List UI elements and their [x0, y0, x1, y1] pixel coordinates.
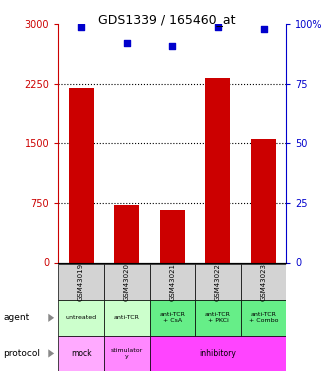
Point — [79, 24, 84, 30]
Bar — [195, 264, 241, 300]
Bar — [251, 139, 276, 262]
Text: mock: mock — [71, 349, 91, 358]
Bar — [104, 336, 150, 371]
Text: protocol: protocol — [3, 349, 40, 358]
Bar — [150, 336, 286, 371]
Bar — [150, 264, 195, 300]
Point — [261, 26, 266, 32]
Bar — [104, 264, 150, 300]
Text: anti-TCR
+ CsA: anti-TCR + CsA — [160, 312, 185, 323]
Text: untreated: untreated — [66, 315, 97, 320]
Bar — [58, 336, 104, 371]
Text: GSM43019: GSM43019 — [78, 263, 84, 301]
Text: inhibitory: inhibitory — [199, 349, 236, 358]
Text: anti-TCR
+ PKCi: anti-TCR + PKCi — [205, 312, 231, 323]
Text: anti-TCR
+ Combo: anti-TCR + Combo — [249, 312, 278, 323]
Text: GSM43022: GSM43022 — [215, 263, 221, 301]
Bar — [205, 78, 230, 262]
Bar — [58, 264, 104, 300]
Point — [215, 24, 221, 30]
Text: agent: agent — [3, 314, 30, 322]
Text: GSM43020: GSM43020 — [124, 263, 130, 301]
Point — [170, 43, 175, 49]
Bar — [160, 210, 185, 262]
Bar — [195, 300, 241, 336]
Bar — [241, 300, 286, 336]
Bar — [69, 88, 94, 262]
Point — [124, 40, 129, 46]
Bar — [150, 300, 195, 336]
Bar — [58, 300, 104, 336]
Text: GSM43023: GSM43023 — [260, 263, 267, 301]
Text: anti-TCR: anti-TCR — [114, 315, 140, 320]
Bar — [241, 264, 286, 300]
Bar — [114, 206, 139, 262]
Bar — [104, 300, 150, 336]
Text: GDS1339 / 165460_at: GDS1339 / 165460_at — [98, 13, 235, 26]
Text: stimulator
y: stimulator y — [111, 348, 143, 359]
Text: GSM43021: GSM43021 — [169, 263, 175, 301]
